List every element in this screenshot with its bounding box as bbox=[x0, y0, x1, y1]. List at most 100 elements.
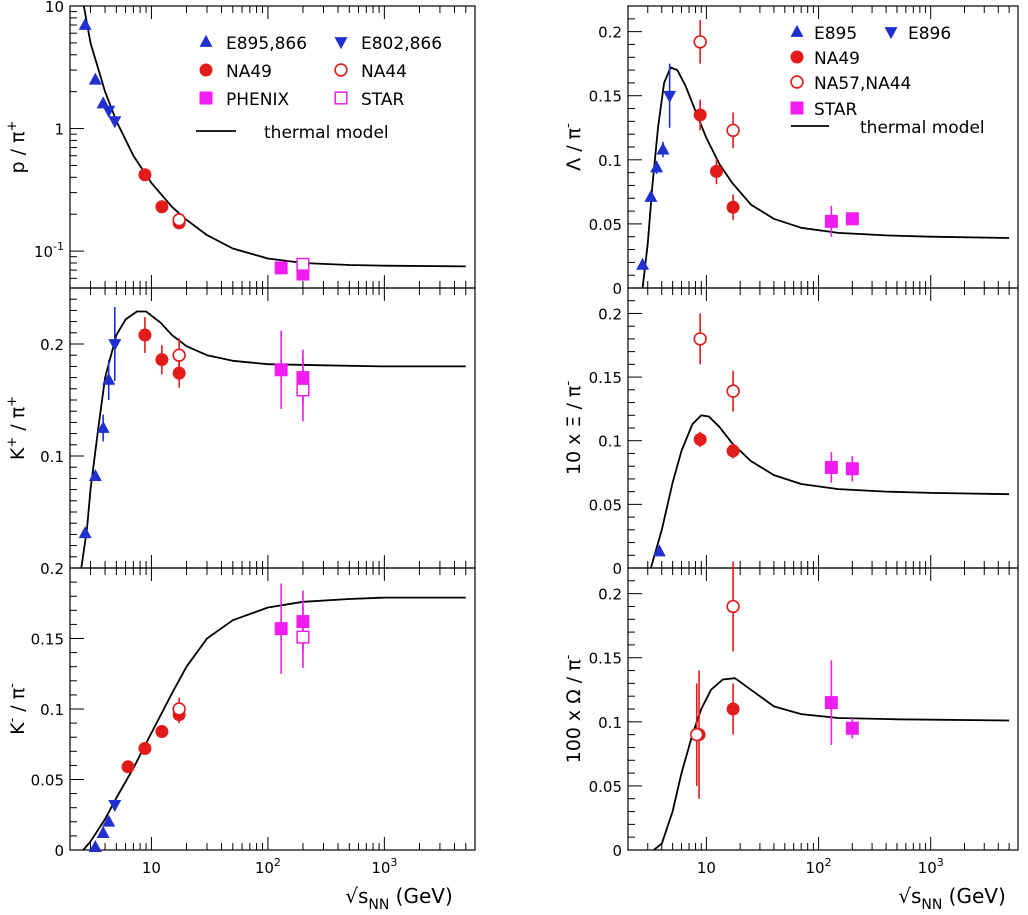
y-tick-label: 0.1 bbox=[598, 714, 622, 732]
y-tick-label-base: 10 bbox=[45, 0, 64, 16]
legend-model-label: thermal model bbox=[264, 123, 389, 143]
data-point bbox=[138, 328, 152, 342]
legend-label: E895,866 bbox=[226, 34, 307, 54]
data-point bbox=[155, 200, 169, 214]
data-point bbox=[155, 725, 169, 739]
x-axis-label-unit: (GeV) bbox=[942, 884, 1005, 908]
x-ticks bbox=[627, 568, 1019, 850]
x-tick-label-base: 10 bbox=[918, 859, 937, 877]
x-tick-label-base: 10 bbox=[255, 859, 274, 877]
legend-label: NA49 bbox=[226, 62, 272, 82]
data-point bbox=[172, 213, 186, 227]
x-tick-label: 103 bbox=[371, 856, 397, 877]
legend-marker bbox=[790, 75, 804, 89]
series-na49 bbox=[693, 99, 740, 221]
y-axis-label-superscript: + bbox=[5, 437, 20, 448]
y-tick-label: 0.2 bbox=[40, 336, 64, 354]
legend-marker bbox=[199, 91, 213, 105]
x-tick-label-base: 10 bbox=[697, 859, 716, 877]
y-tick-label: 10 bbox=[45, 0, 64, 16]
y-ticks bbox=[70, 287, 84, 569]
data-point bbox=[693, 332, 707, 346]
legend-label: E802,866 bbox=[361, 34, 442, 54]
y-axis-label-text: 10 x Ξ / π bbox=[563, 386, 585, 475]
y-axis-label: K+ / π+ bbox=[5, 396, 29, 460]
legend-label: STAR bbox=[814, 100, 857, 120]
x-tick-labels: 10 102 103 bbox=[697, 856, 944, 877]
y-tick-label: 0.15 bbox=[589, 88, 622, 106]
data-point bbox=[726, 599, 740, 614]
legend: E895,866 E802,866 NA49 NA44 PHENIX STAR therma… bbox=[196, 34, 442, 143]
legend-marker bbox=[790, 101, 804, 115]
series-e895-866 bbox=[78, 17, 110, 109]
data-point bbox=[108, 800, 122, 813]
y-tick-labels: 0 0.05 0.1 0.15 0.2 bbox=[589, 24, 622, 298]
series-e895 bbox=[652, 544, 666, 557]
series-e802-866 bbox=[108, 307, 122, 381]
data-point bbox=[88, 840, 102, 853]
y-tick-label-exponent: -1 bbox=[53, 240, 64, 253]
y-axis-label: p / π+ bbox=[5, 121, 29, 174]
series-phenix bbox=[274, 583, 310, 674]
y-axis-label: 100 x Ω / π- bbox=[561, 654, 585, 763]
data-point bbox=[172, 348, 186, 362]
y-tick-label: 0.1 bbox=[40, 448, 64, 466]
y-tick-label: 0.05 bbox=[589, 216, 622, 234]
data-point bbox=[652, 544, 666, 557]
y-tick-label: 1 bbox=[54, 121, 64, 139]
y-tick-label: 0.15 bbox=[589, 650, 622, 668]
x-axis-label-subscript: NN bbox=[921, 897, 942, 913]
data-point bbox=[726, 444, 740, 458]
x-axis-label-subscript: NN bbox=[368, 897, 389, 913]
x-tick-label-exponent: 3 bbox=[390, 856, 397, 869]
panel-frame bbox=[69, 287, 476, 569]
thermal-model-curve bbox=[82, 596, 466, 850]
series-e895-866 bbox=[88, 814, 116, 853]
y-axis-label-text: 100 x Ω / π bbox=[563, 659, 585, 763]
data-point bbox=[726, 200, 740, 214]
data-point bbox=[102, 105, 116, 118]
y-axis-label-superscript: + bbox=[5, 396, 20, 407]
data-point bbox=[155, 353, 169, 367]
y-axis-label-superscript: - bbox=[561, 381, 576, 386]
y-axis-label: 10 x Ξ / π- bbox=[561, 381, 585, 475]
legend-label: NA49 bbox=[814, 49, 860, 69]
thermal-model-curve bbox=[653, 677, 1010, 850]
y-tick-label: 0.15 bbox=[31, 631, 64, 649]
y-tick-label: 0 bbox=[612, 280, 622, 298]
data-point bbox=[693, 108, 707, 122]
series-na57-na44 bbox=[693, 20, 740, 149]
y-tick-label: 0.15 bbox=[589, 369, 622, 387]
data-point bbox=[108, 339, 122, 352]
x-tick-label-exponent: 2 bbox=[825, 856, 832, 869]
y-ticks bbox=[628, 287, 642, 569]
y-axis-label-superscript: - bbox=[5, 717, 20, 722]
series-e895-866 bbox=[78, 359, 116, 539]
panel-xi_pi: 0 0.05 0.1 0.15 0.2 10 x Ξ / π- bbox=[561, 287, 1019, 578]
y-tick-label: 0.1 bbox=[598, 152, 622, 170]
y-tick-label: 0.05 bbox=[589, 496, 622, 514]
y-ticks bbox=[628, 567, 642, 851]
data-point bbox=[78, 17, 92, 30]
data-point bbox=[296, 630, 310, 644]
series-e802-866 bbox=[108, 800, 122, 813]
data-point bbox=[693, 35, 707, 49]
x-tick-label: 102 bbox=[255, 856, 281, 877]
y-tick-label: 0 bbox=[612, 560, 622, 578]
y-tick-label: 0.1 bbox=[598, 433, 622, 451]
data-point bbox=[138, 741, 152, 755]
series-star bbox=[824, 452, 859, 483]
x-ticks bbox=[627, 288, 1019, 568]
y-tick-label: 0.05 bbox=[589, 778, 622, 796]
data-point bbox=[644, 189, 658, 202]
series-na49 bbox=[693, 431, 740, 459]
data-point bbox=[274, 363, 288, 377]
y-axis-label-superscript: - bbox=[561, 654, 576, 659]
y-tick-label: 0.2 bbox=[40, 560, 64, 578]
y-tick-labels: 0 0.05 0.1 0.15 0.2 bbox=[589, 305, 622, 578]
y-axis-label-text: K bbox=[7, 447, 29, 460]
x-tick-label-base: 10 bbox=[371, 859, 390, 877]
